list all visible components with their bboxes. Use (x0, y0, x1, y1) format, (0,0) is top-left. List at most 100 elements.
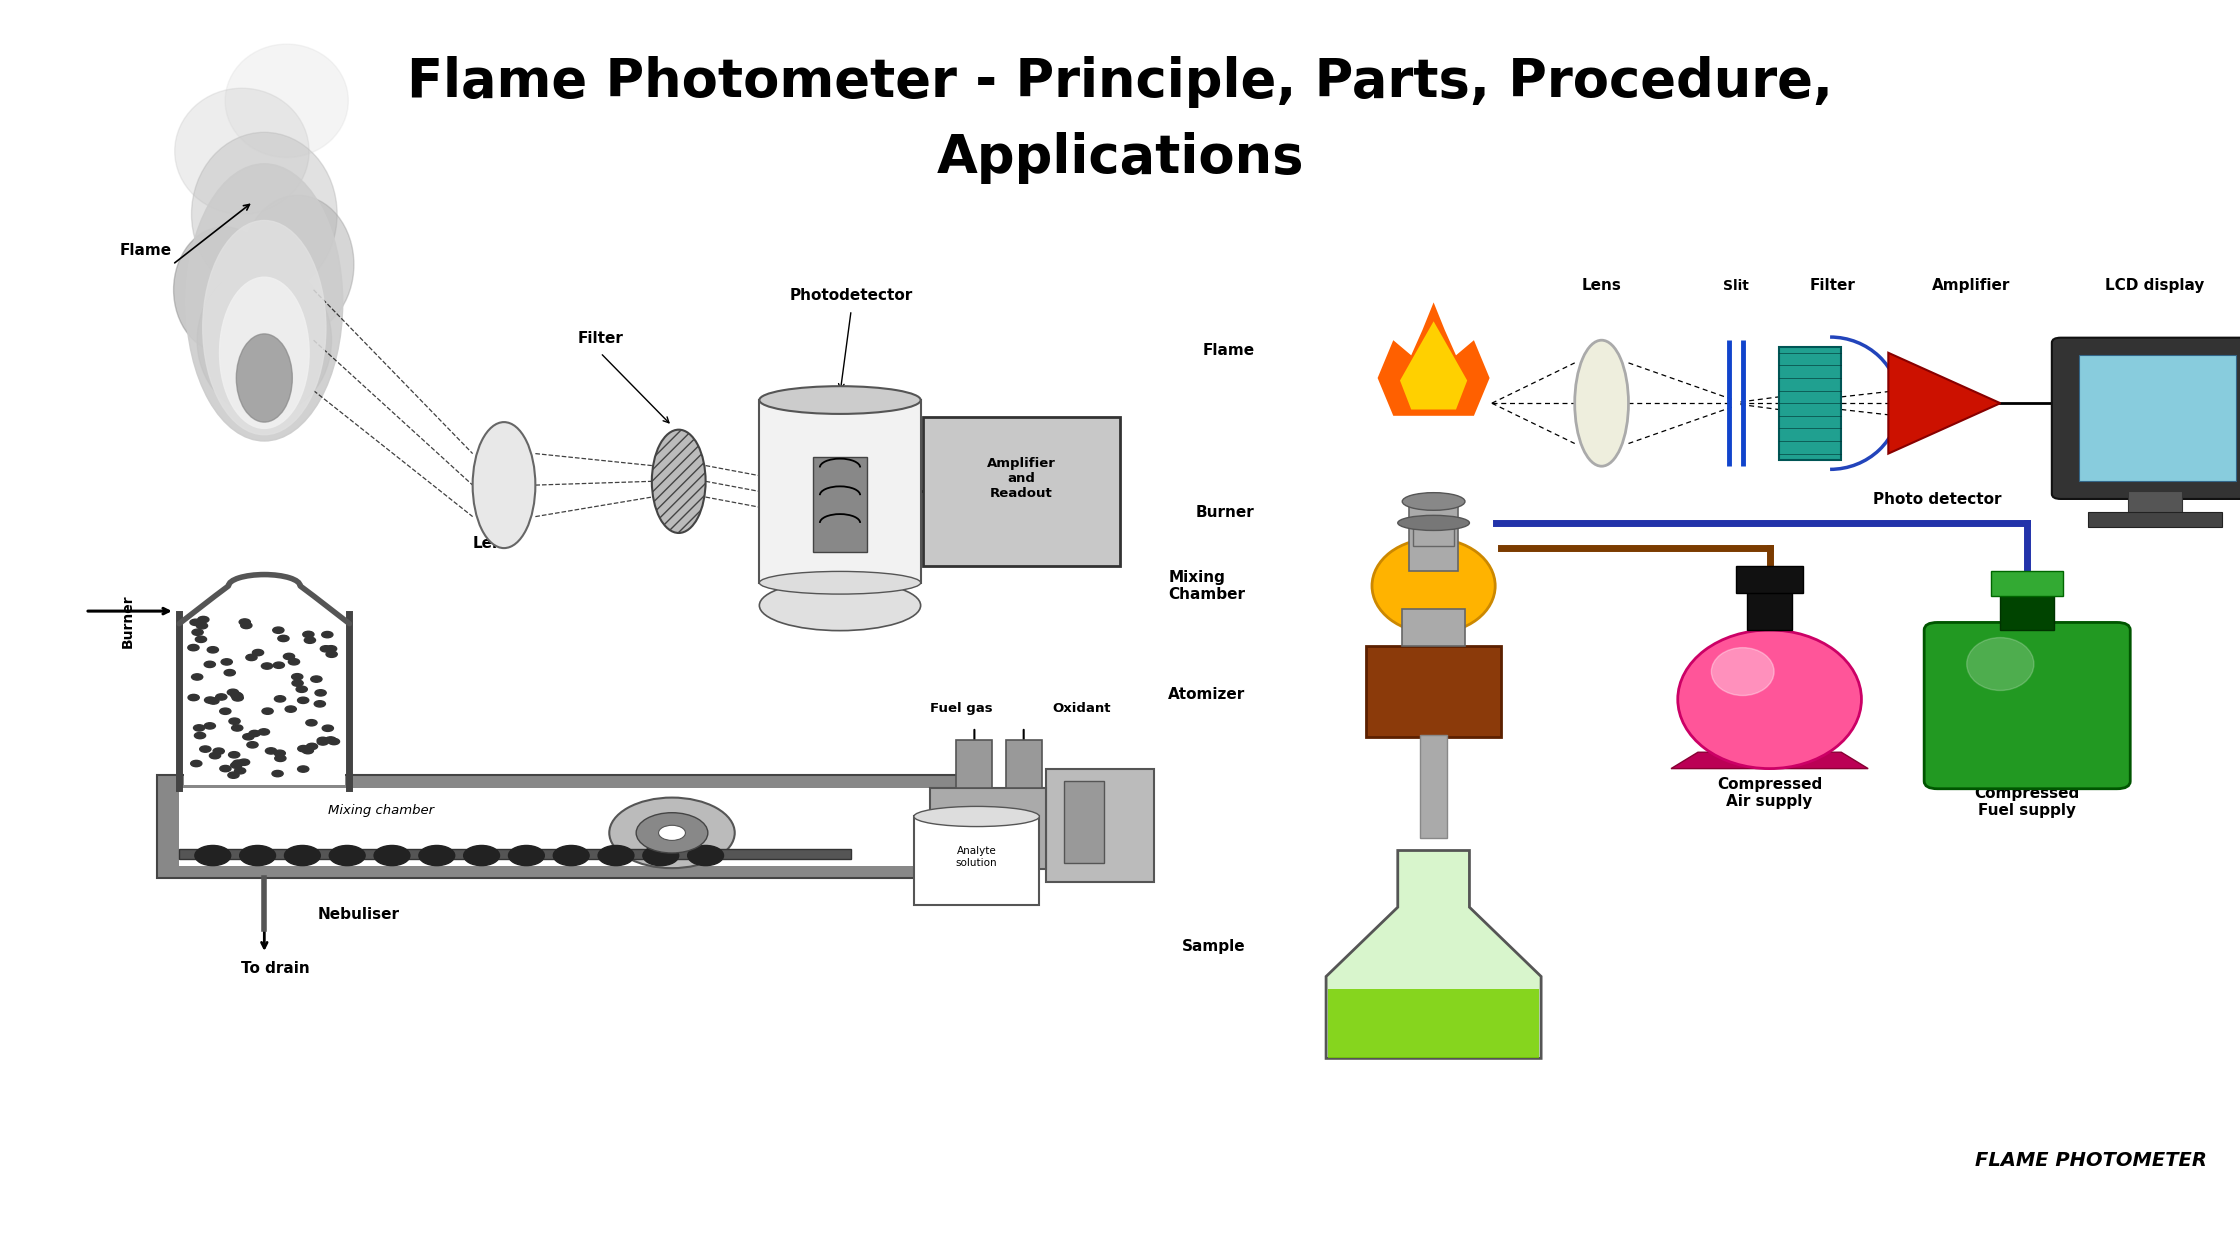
Ellipse shape (759, 572, 921, 595)
Circle shape (224, 669, 235, 675)
Circle shape (193, 674, 204, 680)
Circle shape (464, 845, 500, 866)
Circle shape (220, 765, 231, 771)
Circle shape (659, 825, 685, 840)
Bar (2088, 512, 2222, 527)
Ellipse shape (1575, 340, 1628, 466)
Circle shape (325, 645, 336, 651)
Circle shape (208, 698, 220, 704)
Circle shape (323, 631, 334, 638)
Circle shape (246, 654, 258, 660)
Polygon shape (1328, 989, 1539, 1058)
Circle shape (231, 693, 242, 699)
Circle shape (197, 616, 208, 622)
Bar (184, 614, 345, 785)
Text: Burner: Burner (1196, 504, 1254, 519)
Circle shape (276, 696, 287, 702)
Circle shape (307, 743, 318, 750)
Circle shape (228, 718, 240, 724)
Ellipse shape (190, 132, 336, 296)
Circle shape (419, 845, 455, 866)
Circle shape (311, 675, 323, 682)
Circle shape (208, 752, 220, 759)
Circle shape (636, 813, 708, 853)
Circle shape (199, 746, 211, 752)
Circle shape (204, 723, 215, 730)
Ellipse shape (914, 806, 1039, 827)
Ellipse shape (1711, 648, 1774, 696)
Circle shape (276, 755, 287, 761)
Ellipse shape (1678, 630, 1861, 769)
Bar (956, 740, 992, 788)
Text: Mixing
Chamber: Mixing Chamber (1169, 570, 1245, 602)
Text: Photodetector: Photodetector (788, 287, 914, 302)
Circle shape (237, 759, 249, 765)
Circle shape (197, 622, 208, 629)
Ellipse shape (242, 195, 354, 334)
Text: Compressed
Air supply: Compressed Air supply (1718, 777, 1821, 809)
Circle shape (271, 770, 282, 776)
Bar (2079, 355, 2236, 481)
Circle shape (323, 724, 334, 731)
Ellipse shape (759, 386, 921, 413)
Text: Flame Photometer - Principle, Parts, Procedure,: Flame Photometer - Principle, Parts, Pro… (408, 55, 1832, 108)
Bar (1402, 609, 1465, 646)
FancyBboxPatch shape (1924, 622, 2130, 789)
Ellipse shape (1371, 539, 1496, 633)
Polygon shape (1326, 850, 1541, 1058)
Text: To drain: To drain (242, 960, 309, 975)
Circle shape (329, 738, 340, 745)
Text: FLAME PHOTOMETER: FLAME PHOTOMETER (1973, 1150, 2206, 1169)
Circle shape (258, 728, 269, 735)
Bar (1413, 626, 1454, 639)
Text: Applications: Applications (936, 131, 1304, 184)
Text: Mixing chamber: Mixing chamber (327, 804, 435, 816)
Polygon shape (1888, 353, 2000, 454)
Circle shape (329, 845, 365, 866)
Ellipse shape (759, 580, 921, 631)
Circle shape (291, 674, 302, 680)
Circle shape (240, 622, 251, 629)
Ellipse shape (202, 220, 327, 435)
Circle shape (320, 645, 332, 651)
Ellipse shape (172, 227, 273, 353)
Circle shape (195, 732, 206, 738)
Bar (914, 816, 1039, 905)
Circle shape (318, 738, 329, 745)
Text: Flame: Flame (119, 242, 172, 257)
Circle shape (193, 629, 204, 635)
Text: LCD display: LCD display (2106, 277, 2204, 292)
Bar (1991, 571, 2063, 596)
Circle shape (278, 635, 289, 641)
Circle shape (242, 733, 253, 740)
Text: Compressed
Fuel supply: Compressed Fuel supply (1976, 786, 2079, 818)
Text: Flame: Flame (1203, 343, 1254, 358)
Text: Slit: Slit (1723, 278, 1749, 292)
Circle shape (284, 706, 296, 712)
Circle shape (220, 708, 231, 714)
Text: Amplifier: Amplifier (1933, 277, 2009, 292)
Circle shape (195, 845, 231, 866)
Circle shape (688, 845, 724, 866)
Circle shape (253, 649, 264, 655)
Bar (759, 401, 921, 582)
Circle shape (215, 694, 226, 701)
Circle shape (598, 845, 634, 866)
Text: Lens: Lens (1581, 277, 1622, 292)
Bar (2128, 491, 2182, 514)
Circle shape (325, 737, 336, 743)
Bar (1779, 346, 1841, 460)
Circle shape (298, 697, 309, 703)
Circle shape (226, 689, 237, 696)
Circle shape (305, 638, 316, 644)
Circle shape (316, 689, 327, 696)
Circle shape (233, 760, 244, 766)
Bar (1046, 769, 1154, 882)
Circle shape (374, 845, 410, 866)
Circle shape (188, 694, 199, 701)
Bar (2000, 592, 2054, 630)
Bar (923, 417, 1120, 566)
Circle shape (204, 662, 215, 668)
Text: Filter: Filter (1810, 277, 1855, 292)
Bar (1006, 740, 1042, 788)
